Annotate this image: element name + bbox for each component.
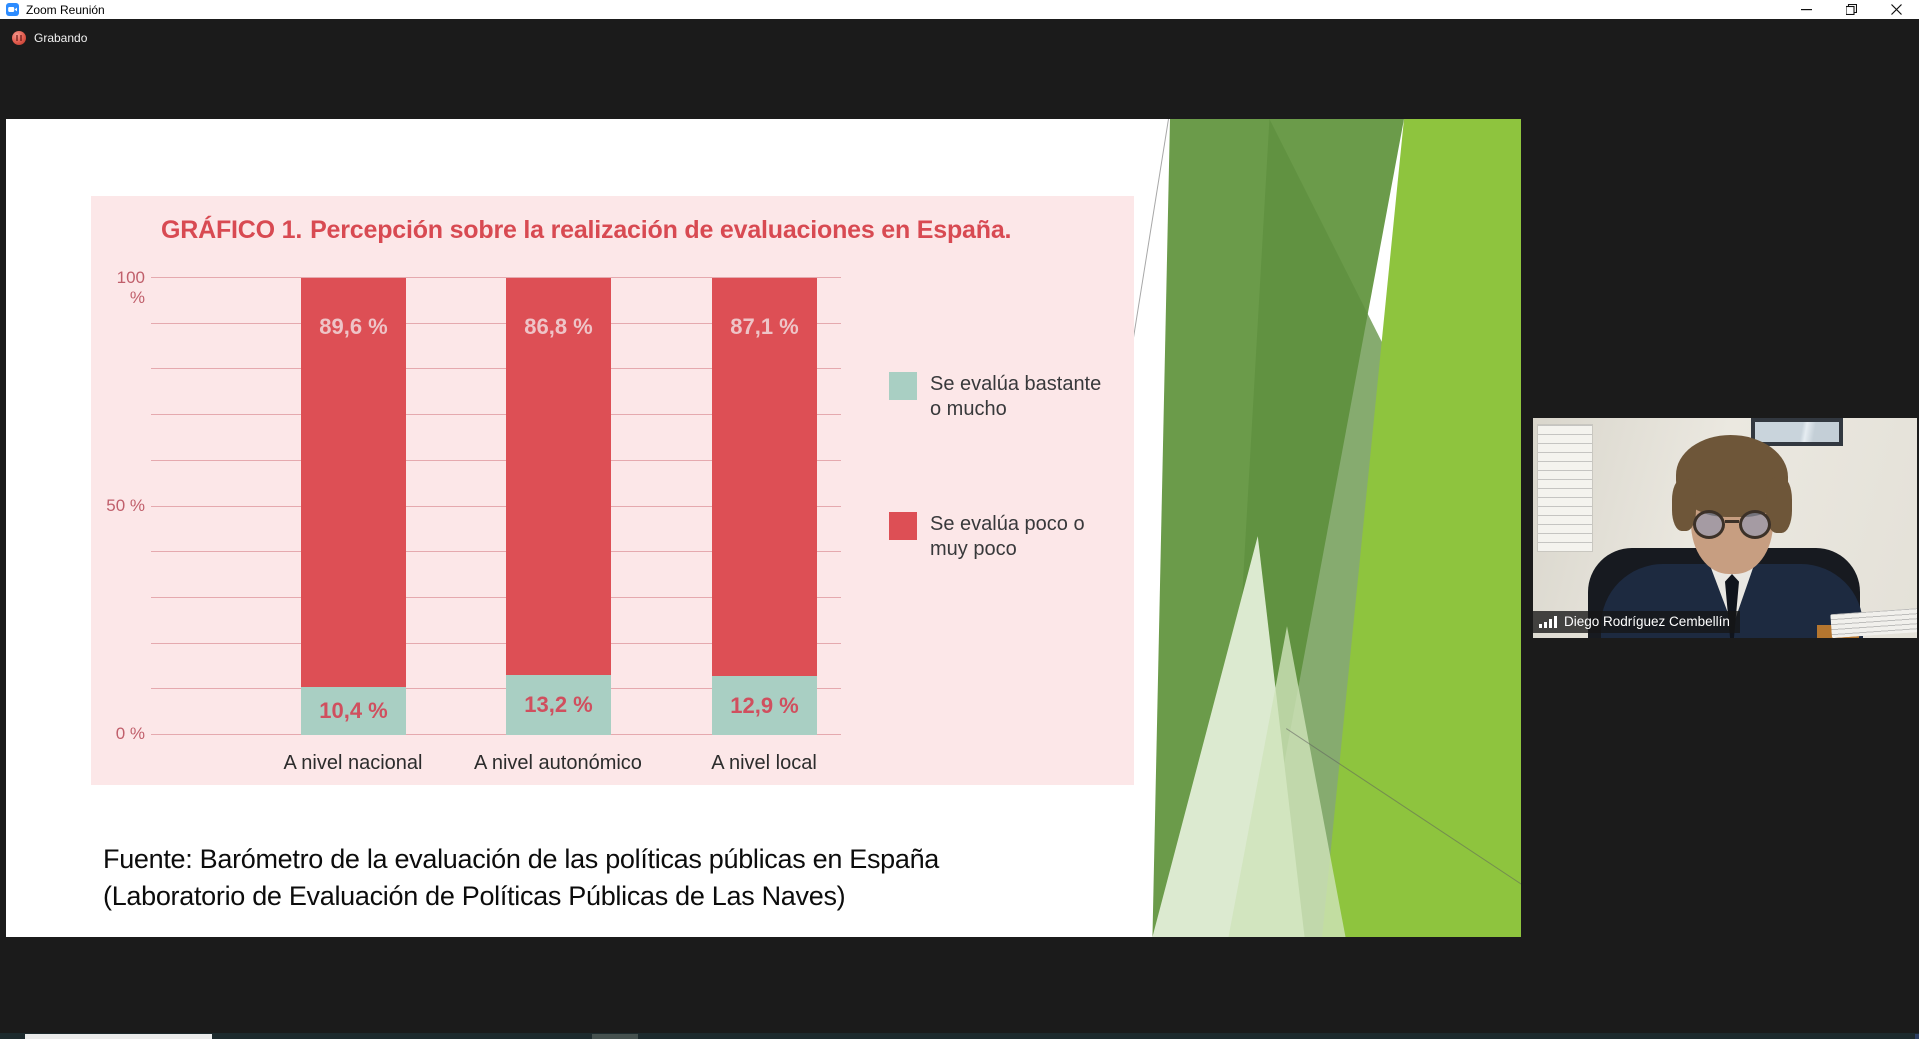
x-axis-label-local: A nivel local bbox=[711, 752, 817, 774]
chart-title-number: GRÁFICO 1. bbox=[161, 216, 303, 244]
desk-papers bbox=[1830, 607, 1917, 638]
y-axis-tick-100: 100 % bbox=[116, 268, 145, 307]
zoom-app-icon bbox=[6, 3, 19, 16]
recording-label: Grabando bbox=[34, 31, 88, 45]
legend-label-line: Se evalúa bastante bbox=[930, 373, 1102, 395]
wall-poster bbox=[1537, 424, 1593, 552]
bar-value-label: 13,2 % bbox=[524, 691, 593, 717]
signal-strength-icon bbox=[1539, 615, 1557, 628]
bar-value-label: 12,9 % bbox=[730, 692, 799, 718]
legend-label-line: Se evalúa poco o bbox=[930, 513, 1085, 535]
legend-swatch-teal bbox=[889, 372, 917, 400]
bar-value-label: 89,6 % bbox=[319, 314, 388, 339]
bar-segment-poco: 86,8 % bbox=[506, 278, 611, 675]
recording-indicator: Grabando bbox=[12, 31, 87, 45]
x-axis-label-autonomico: A nivel autonómico bbox=[474, 752, 642, 774]
chart-title: GRÁFICO 1. Percepción sobre la realizació… bbox=[161, 216, 1011, 245]
bar-nivel-autonomico: 86,8 % 13,2 % bbox=[506, 278, 611, 735]
bar-nivel-local: 87,1 % 12,9 % bbox=[712, 278, 817, 735]
bar-segment-poco: 89,6 % bbox=[301, 278, 406, 688]
window-title: Zoom Reunión bbox=[26, 2, 105, 17]
source-line-2: (Laboratorio de Evaluación de Políticas … bbox=[103, 881, 846, 911]
restore-button[interactable] bbox=[1829, 0, 1874, 19]
participant-nametag: Diego Rodríguez Cembellín bbox=[1533, 611, 1740, 633]
minimize-icon bbox=[1801, 9, 1812, 11]
window-controls bbox=[1784, 0, 1919, 19]
source-citation: Fuente: Barómetro de la evaluación de la… bbox=[103, 841, 939, 915]
restore-icon bbox=[1846, 4, 1857, 15]
chart-plot-area: 89,6 % 10,4 % 86,8 % 13,2 % bbox=[151, 277, 841, 735]
legend-item-bastante: Se evalúa bastante o mucho bbox=[889, 372, 1101, 422]
taskbar-item[interactable] bbox=[25, 1034, 212, 1039]
person-glasses bbox=[1693, 510, 1771, 540]
source-line-1: Fuente: Barómetro de la evaluación de la… bbox=[103, 844, 940, 874]
close-icon bbox=[1891, 4, 1902, 15]
y-axis-tick-0: 0 % bbox=[115, 724, 145, 743]
bar-value-label: 87,1 % bbox=[730, 314, 799, 339]
x-axis-label-nacional: A nivel nacional bbox=[283, 752, 423, 774]
taskbar-item[interactable] bbox=[1915, 1034, 1919, 1039]
participant-video-thumbnail[interactable]: Diego Rodríguez Cembellín bbox=[1533, 418, 1917, 638]
bar-value-label: 86,8 % bbox=[524, 314, 593, 339]
bar-value-label: 10,4 % bbox=[319, 698, 388, 724]
legend-label: Se evalúa bastante o mucho bbox=[930, 372, 1101, 422]
bar-segment-bastante: 10,4 % bbox=[301, 687, 406, 735]
bar-segment-bastante: 13,2 % bbox=[506, 674, 611, 735]
chart-panel: GRÁFICO 1. Percepción sobre la realizació… bbox=[91, 196, 1134, 785]
bar-segment-poco: 87,1 % bbox=[712, 278, 817, 677]
legend-label: Se evalúa poco o muy poco bbox=[930, 512, 1085, 562]
legend-label-line: o mucho bbox=[930, 398, 1007, 420]
participant-name: Diego Rodríguez Cembellín bbox=[1564, 614, 1730, 629]
minimize-button[interactable] bbox=[1784, 0, 1829, 19]
legend-item-poco: Se evalúa poco o muy poco bbox=[889, 512, 1085, 562]
y-axis-tick-50: 50 % bbox=[106, 496, 145, 515]
shared-screen-slide: GRÁFICO 1. Percepción sobre la realizació… bbox=[6, 119, 1521, 937]
window-titlebar: Zoom Reunión bbox=[0, 0, 1919, 19]
person-hair bbox=[1672, 435, 1792, 533]
slide-green-decoration bbox=[936, 119, 1521, 937]
bar-nivel-nacional: 89,6 % 10,4 % bbox=[301, 278, 406, 735]
taskbar-item[interactable] bbox=[592, 1034, 638, 1039]
close-button[interactable] bbox=[1874, 0, 1919, 19]
taskbar-edge[interactable] bbox=[0, 1033, 1919, 1039]
chart-title-text: Percepción sobre la realización de evalu… bbox=[310, 216, 1012, 244]
bar-segment-bastante: 12,9 % bbox=[712, 676, 817, 735]
legend-label-line: muy poco bbox=[930, 538, 1017, 560]
recording-icon bbox=[12, 31, 26, 45]
wall-picture-frame bbox=[1751, 418, 1843, 446]
legend-swatch-red bbox=[889, 512, 917, 540]
